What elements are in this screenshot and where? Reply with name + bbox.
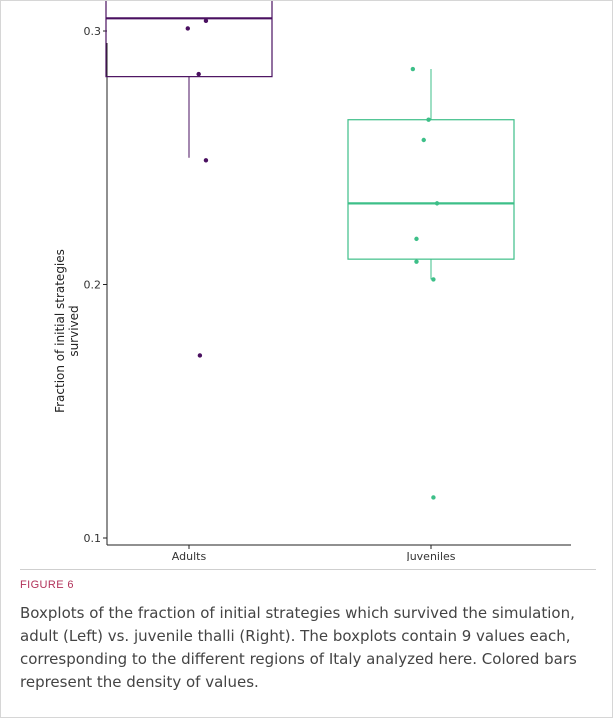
- y-tick-label: 0.3: [84, 25, 102, 38]
- boxplot-chart: 0.10.20.30.4AdultsJuveniles: [84, 1, 571, 561]
- figure-label: FIGURE 6: [20, 579, 74, 591]
- juveniles-data-point: [431, 495, 436, 500]
- y-tick-label: 0.2: [84, 279, 102, 292]
- y-axis-label: Fraction of initial strategies survived: [53, 221, 93, 441]
- juveniles-data-point: [426, 117, 431, 122]
- juveniles-data-point: [434, 201, 440, 206]
- y-axis-label-line-1: Fraction of initial strategies: [53, 249, 67, 413]
- juveniles-box: [347, 119, 515, 260]
- adults-data-point: [203, 18, 209, 24]
- y-tick-label: 0.1: [84, 532, 102, 545]
- x-tick-label: Adults: [172, 550, 207, 561]
- caption-divider: [20, 569, 596, 570]
- juveniles-data-point: [421, 137, 426, 143]
- adults-box: [105, 1, 273, 78]
- x-tick-label: Juveniles: [405, 550, 455, 561]
- y-axis-label-line-2: survived: [67, 305, 81, 357]
- juveniles-data-point: [414, 236, 419, 242]
- juveniles-data-point: [431, 277, 436, 282]
- juveniles-data-point: [410, 66, 416, 72]
- adults-data-point: [197, 353, 203, 358]
- juveniles-data-point: [414, 259, 419, 264]
- adults-data-point: [196, 71, 201, 77]
- adults-data-point: [185, 26, 190, 31]
- figure-caption: Boxplots of the fraction of initial stra…: [20, 604, 577, 691]
- adults-data-point: [203, 158, 209, 163]
